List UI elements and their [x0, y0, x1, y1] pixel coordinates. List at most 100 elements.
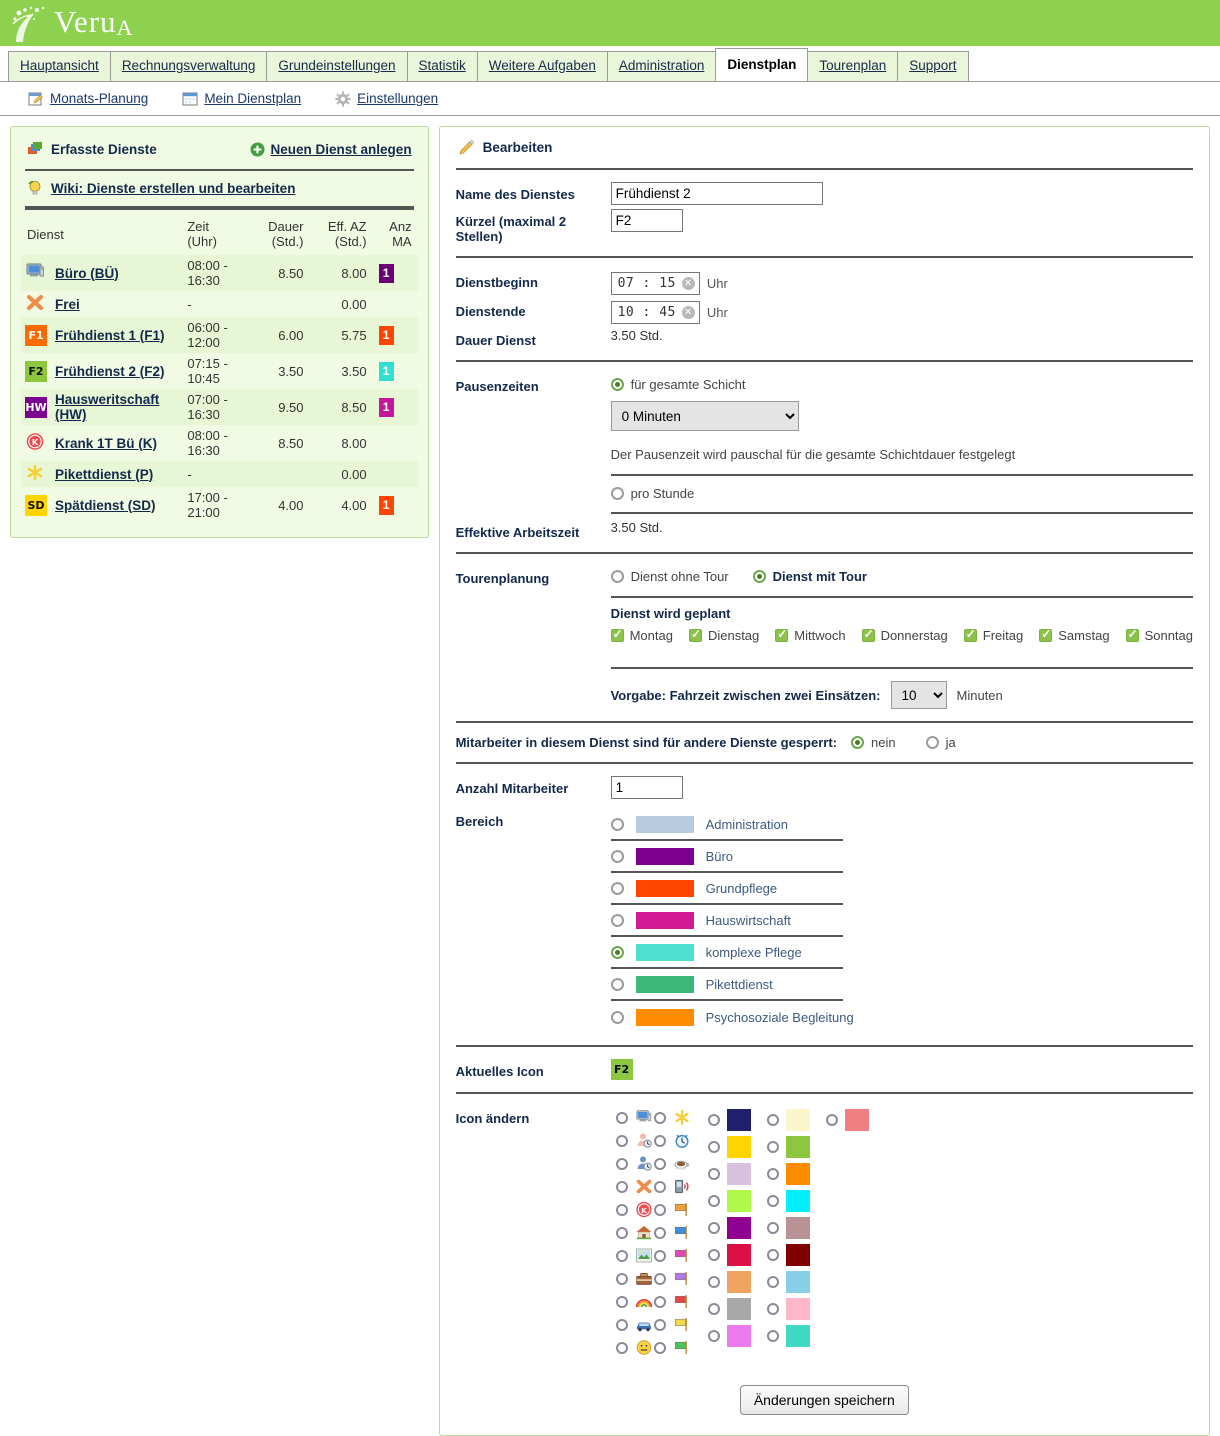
checkbox[interactable]	[861, 627, 875, 642]
dienst-name-input[interactable]	[610, 182, 823, 205]
icon-radio[interactable]	[615, 1180, 628, 1193]
icon-option-picture[interactable]	[615, 1244, 654, 1267]
color-radio[interactable]	[707, 1194, 720, 1207]
submenu-monats-planung[interactable]: Monats-Planung	[28, 91, 148, 107]
weekday-samstag[interactable]: Samstag	[1039, 627, 1110, 643]
icon-radio[interactable]	[615, 1341, 628, 1354]
gesperrt-ja-radio[interactable]	[925, 736, 939, 749]
table-row[interactable]: SD Spätdienst (SD) 17:00 - 21:00 4.00 4.00 1	[21, 487, 418, 523]
dienst-link[interactable]: Büro (BÜ)	[55, 265, 119, 281]
checkbox[interactable]	[775, 627, 789, 642]
color-option[interactable]	[766, 1268, 810, 1295]
table-row[interactable]: K Krank 1T Bü (K) 08:00 - 16:30 8.50 8.00	[21, 425, 418, 461]
tour-mit-radio[interactable]	[752, 570, 766, 583]
icon-option-phone-ring[interactable]	[653, 1175, 692, 1198]
tour-ohne-radio[interactable]	[610, 570, 624, 583]
checkbox[interactable]	[688, 627, 702, 642]
table-row[interactable]: F1 Frühdienst 1 (F1) 06:00 - 12:00 6.00 5.75…	[21, 317, 418, 353]
color-radio[interactable]	[766, 1248, 779, 1261]
dienst-link[interactable]: Hausweritschaft (HW)	[55, 392, 160, 422]
icon-radio[interactable]	[653, 1318, 666, 1331]
bereich-radio[interactable]	[610, 849, 624, 863]
kuerzel-input[interactable]	[610, 209, 683, 232]
icon-option-person-clock-pink[interactable]	[615, 1129, 654, 1152]
checkbox[interactable]	[1125, 627, 1139, 642]
weekday-donnerstag[interactable]: Donnerstag	[861, 627, 948, 643]
icon-radio[interactable]	[615, 1318, 628, 1331]
icon-radio[interactable]	[653, 1295, 666, 1308]
icon-radio[interactable]	[653, 1111, 666, 1124]
pause-schicht-option[interactable]: für gesamte Schicht	[610, 374, 1193, 392]
color-option[interactable]	[766, 1241, 810, 1268]
gesperrt-nein-radio[interactable]	[851, 736, 865, 749]
color-option[interactable]	[707, 1160, 751, 1187]
icon-radio[interactable]	[615, 1203, 628, 1216]
color-radio[interactable]	[707, 1113, 720, 1126]
bereich-radio[interactable]	[610, 977, 624, 991]
anzahl-mitarbeiter-input[interactable]	[610, 776, 683, 799]
dienst-link[interactable]: Spätdienst (SD)	[55, 497, 156, 513]
icon-radio[interactable]	[615, 1249, 628, 1262]
weekday-montag[interactable]: Montag	[610, 627, 673, 643]
icon-option-rainbow[interactable]	[615, 1290, 654, 1313]
tab-rechnungsverwaltung[interactable]: Rechnungsverwaltung	[109, 51, 268, 81]
color-radio[interactable]	[766, 1275, 779, 1288]
dienst-link[interactable]: Frei	[55, 296, 80, 312]
icon-option-krank[interactable]: K	[615, 1198, 654, 1221]
tour-mit-option[interactable]: Dienst mit Tour	[752, 569, 867, 584]
color-option[interactable]	[707, 1187, 751, 1214]
weekday-dienstag[interactable]: Dienstag	[688, 627, 759, 643]
icon-option-house[interactable]	[615, 1221, 654, 1244]
color-option[interactable]	[766, 1214, 810, 1241]
dienst-link[interactable]: Pikettdienst (P)	[55, 466, 154, 482]
pause-stunde-radio[interactable]	[610, 487, 624, 500]
icon-option-x-cross[interactable]	[615, 1175, 654, 1198]
icon-option-toolbox[interactable]	[615, 1267, 654, 1290]
icon-option-flag-blue[interactable]	[653, 1221, 692, 1244]
color-option[interactable]	[766, 1160, 810, 1187]
color-option[interactable]	[766, 1187, 810, 1214]
color-radio[interactable]	[707, 1329, 720, 1342]
checkbox[interactable]	[610, 627, 624, 642]
icon-option-flag-orange[interactable]	[653, 1198, 692, 1221]
icon-option-flag-magenta[interactable]	[653, 1244, 692, 1267]
color-radio[interactable]	[766, 1194, 779, 1207]
submenu-mein-dienstplan[interactable]: Mein Dienstplan	[182, 91, 301, 107]
color-option[interactable]	[707, 1268, 751, 1295]
table-row[interactable]: HW Hausweritschaft (HW) 07:00 - 16:30 9.50 8…	[21, 389, 418, 425]
icon-radio[interactable]	[615, 1111, 628, 1124]
icon-option-asterisk[interactable]	[653, 1106, 692, 1129]
table-row[interactable]: Frei - 0.00	[21, 291, 418, 317]
bereich-radio[interactable]	[610, 881, 624, 895]
weekday-sonntag[interactable]: Sonntag	[1125, 627, 1193, 643]
table-row[interactable]: F2 Frühdienst 2 (F2) 07:15 - 10:45 3.50 3.50…	[21, 353, 418, 389]
icon-option-flag-green[interactable]	[653, 1336, 692, 1359]
icon-radio[interactable]	[615, 1295, 628, 1308]
color-radio[interactable]	[766, 1167, 779, 1180]
save-button[interactable]: Änderungen speichern	[739, 1385, 909, 1415]
icon-radio[interactable]	[615, 1272, 628, 1285]
icon-option-smiley[interactable]	[615, 1336, 654, 1359]
icon-radio[interactable]	[615, 1157, 628, 1170]
color-option[interactable]	[766, 1322, 810, 1349]
icon-option-monitor[interactable]	[615, 1106, 654, 1129]
color-option[interactable]	[766, 1295, 810, 1322]
color-radio[interactable]	[766, 1140, 779, 1153]
color-radio[interactable]	[707, 1167, 720, 1180]
table-row[interactable]: Pikettdienst (P) - 0.00	[21, 461, 418, 487]
color-radio[interactable]	[707, 1302, 720, 1315]
icon-radio[interactable]	[653, 1272, 666, 1285]
tab-administration[interactable]: Administration	[606, 51, 717, 81]
tab-grundeinstellungen[interactable]: Grundeinstellungen	[266, 51, 408, 81]
color-radio[interactable]	[707, 1275, 720, 1288]
bereich-option-hauswirtschaft[interactable]: Hauswirtschaft	[610, 905, 843, 937]
color-option[interactable]	[707, 1241, 751, 1268]
gesperrt-nein-option[interactable]: nein	[851, 735, 896, 750]
color-option[interactable]	[707, 1133, 751, 1160]
tab-hauptansicht[interactable]: Hauptansicht	[8, 51, 111, 81]
icon-option-alarm-clock[interactable]	[653, 1129, 692, 1152]
tab-statistik[interactable]: Statistik	[406, 51, 478, 81]
bereich-radio[interactable]	[610, 945, 624, 959]
color-option[interactable]	[766, 1106, 810, 1133]
fahrzeit-select[interactable]: 0510152030	[890, 681, 947, 709]
